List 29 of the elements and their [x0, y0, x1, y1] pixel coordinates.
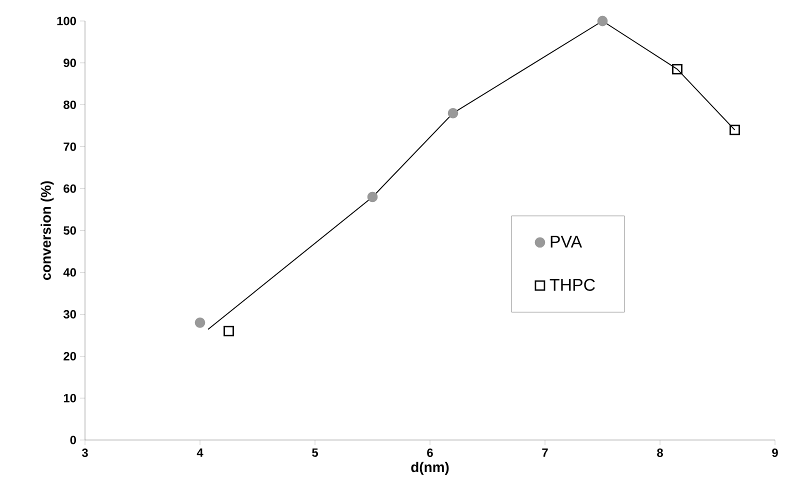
y-tick-label: 60 [64, 184, 76, 193]
y-tick-label: 70 [64, 142, 76, 151]
point [597, 16, 608, 26]
y-tick-label: 80 [64, 100, 76, 110]
x-tick-label: 3 [82, 448, 88, 458]
y-tick-label: 10 [64, 394, 76, 402]
x-tick-label: 5 [312, 448, 318, 457]
x-tick-label: 8 [657, 448, 663, 457]
legend-label: PVA [550, 236, 582, 248]
point [224, 326, 234, 336]
x-tick-label: 6 [427, 448, 433, 457]
x-axis-title: d(nm) [411, 462, 449, 475]
point [367, 192, 378, 202]
y-tick-label: 100 [57, 16, 76, 26]
y-tick-label: 0 [70, 436, 76, 444]
legend-label: THPC [550, 278, 595, 291]
y-tick-label: 30 [63, 310, 76, 319]
point [194, 317, 206, 328]
y-tick-label: 50 [64, 226, 76, 235]
y-axis-title: conversion (%) [40, 181, 54, 280]
point [448, 108, 458, 118]
x-tick-label: 4 [196, 448, 204, 457]
y-tick-label: 20 [64, 352, 76, 360]
x-tick-label: 7 [542, 448, 548, 457]
y-tick-label: 40 [63, 268, 76, 277]
x-tick-label: 9 [772, 448, 778, 457]
y-tick-label: 90 [64, 58, 76, 68]
point [672, 64, 682, 74]
point [730, 124, 740, 136]
